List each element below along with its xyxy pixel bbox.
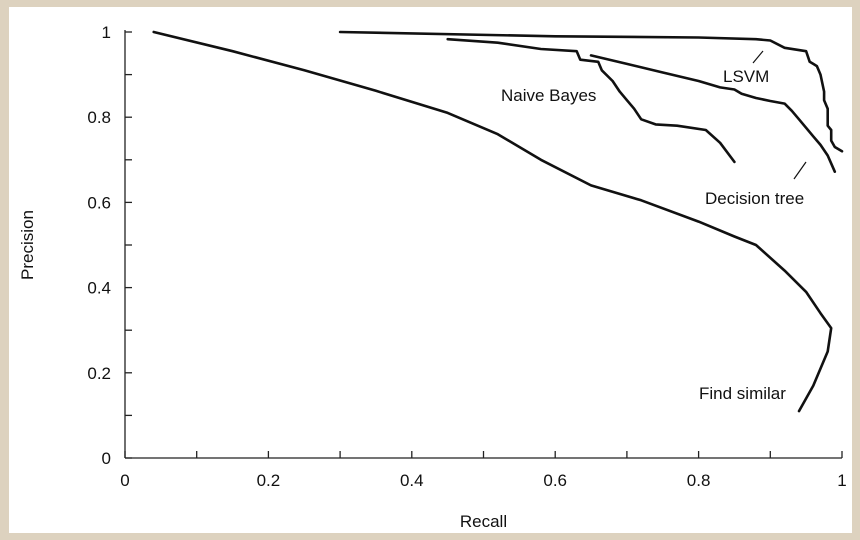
- y-tick-label: 0.6: [87, 193, 111, 212]
- chart-frame: 0 0.2 0.4 0.6 0.8 1 0 0.2 0.4 0.6 0.8 1 LSVM Naive B…: [9, 7, 852, 533]
- series-group: [152, 30, 844, 413]
- y-tick-label: 0.8: [87, 108, 111, 127]
- precision-recall-chart: 0 0.2 0.4 0.6 0.8 1 0 0.2 0.4 0.6 0.8 1 LSVM Naive B…: [18, 23, 847, 531]
- x-tick-label: 0.6: [543, 471, 567, 490]
- x-tick-label: 1: [837, 471, 846, 490]
- series-line-decision-tree: [589, 54, 837, 173]
- y-tick-label: 0.4: [87, 279, 111, 298]
- leader-line-lsvm: [752, 50, 764, 64]
- series-line-find-similar: [152, 30, 833, 413]
- series-label-lsvm: LSVM: [723, 67, 769, 86]
- series-label-naive-bayes: Naive Bayes: [501, 86, 596, 105]
- series-labels: LSVM Naive Bayes Decision tree Find similar: [501, 50, 807, 403]
- leader-line-decision-tree: [793, 161, 807, 180]
- series-line-naive-bayes: [446, 37, 736, 164]
- y-axis-title: Precision: [18, 210, 37, 280]
- series-line-lsvm: [338, 30, 844, 153]
- y-tick-label: 1: [102, 23, 111, 42]
- y-tick-label: 0.2: [87, 364, 111, 383]
- series-label-decision-tree: Decision tree: [705, 189, 804, 208]
- x-tick-label: 0.8: [687, 471, 711, 490]
- x-tick-label: 0.4: [400, 471, 424, 490]
- x-tick-label: 0.2: [257, 471, 281, 490]
- x-axis-title: Recall: [460, 512, 507, 531]
- ticks: 0 0.2 0.4 0.6 0.8 1 0 0.2 0.4 0.6 0.8 1: [87, 23, 846, 490]
- y-tick-label: 0: [102, 449, 111, 468]
- series-label-find-similar: Find similar: [699, 384, 786, 403]
- x-tick-label: 0: [120, 471, 129, 490]
